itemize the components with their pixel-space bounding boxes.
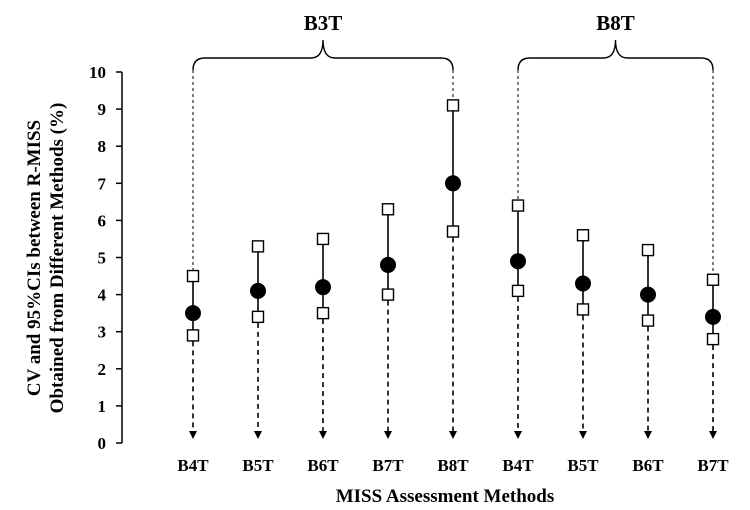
x-axis-title: MISS Assessment Methods: [336, 486, 555, 507]
y-tick-label: 6: [98, 211, 107, 230]
cv-marker: [380, 256, 396, 273]
x-tick-label: B5T: [242, 456, 274, 475]
group-bracket: [192, 39, 454, 71]
ci-lower-marker: [641, 314, 655, 327]
ci-upper-marker: [316, 232, 330, 246]
x-tick-label: B5T: [567, 456, 599, 475]
y-tick-label: 0: [98, 434, 107, 453]
group-bracket: [517, 39, 714, 71]
cv-marker: [185, 305, 201, 322]
y-tick-label: 4: [98, 286, 107, 305]
ci-lower-marker: [576, 303, 590, 316]
ci-lower-marker: [446, 225, 460, 238]
ci-upper-marker: [576, 229, 590, 242]
y-tick-label: 10: [89, 63, 106, 82]
cv-marker: [510, 253, 526, 270]
y-axis-title: CV and 95%CIs between R-MISS Obtained fr…: [24, 103, 68, 414]
x-tick-labels: B4T B5T B6T B7T B8T B4T B5T B6T B7T: [177, 456, 729, 475]
ci-lower-marker: [316, 306, 330, 320]
ci-upper-marker: [186, 269, 200, 283]
cv-marker: [315, 279, 331, 296]
y-tick-label: 2: [98, 360, 107, 379]
ci-upper-marker: [446, 99, 460, 112]
ci-lower-marker: [186, 329, 200, 342]
group-label: B3T: [304, 11, 343, 35]
ci-upper-marker: [641, 243, 655, 257]
y-axis-title-line1: CV and 95%CIs between R-MISS: [24, 120, 45, 396]
ci-lower-marker: [251, 310, 265, 324]
x-tick-label: B8T: [437, 456, 469, 475]
x-tick-label: B6T: [632, 456, 664, 475]
x-tick-label: B7T: [372, 456, 404, 475]
x-tick-label: B4T: [502, 456, 534, 475]
cv-marker: [250, 282, 266, 299]
x-tick-label: B4T: [177, 456, 209, 475]
y-tick-label: 1: [98, 397, 107, 416]
dashed-connectors: [189, 237, 717, 439]
y-tick-label: 7: [98, 174, 107, 193]
ci-lower-marker: [706, 332, 720, 346]
y-axis: [116, 71, 123, 444]
y-tick-label: 9: [98, 100, 107, 119]
ci-lower-marker: [511, 284, 525, 298]
x-tick-label: B6T: [307, 456, 339, 475]
cv-marker: [705, 308, 721, 325]
y-tick-labels: 0 1 2 3 4 5 6 7 8 9 10: [89, 63, 107, 453]
x-tick-label: B7T: [697, 456, 729, 475]
group-label: B8T: [596, 11, 635, 35]
ci-upper-marker: [706, 273, 720, 286]
y-tick-label: 3: [98, 323, 107, 342]
cv-marker: [575, 275, 591, 292]
y-tick-label: 5: [98, 249, 107, 268]
confidence-intervals: [192, 105, 714, 340]
y-tick-label: 8: [98, 137, 107, 156]
cv-marker: [445, 175, 461, 192]
data-markers: [185, 99, 721, 346]
cv-marker: [640, 286, 656, 303]
y-axis-title-line2: Obtained from Different Methods (%): [47, 103, 68, 414]
ci-upper-marker: [381, 203, 395, 216]
ci-upper-marker: [251, 240, 265, 253]
group-brackets: B3T B8T: [192, 11, 714, 274]
ci-upper-marker: [511, 199, 525, 212]
ci-lower-marker: [381, 288, 395, 301]
